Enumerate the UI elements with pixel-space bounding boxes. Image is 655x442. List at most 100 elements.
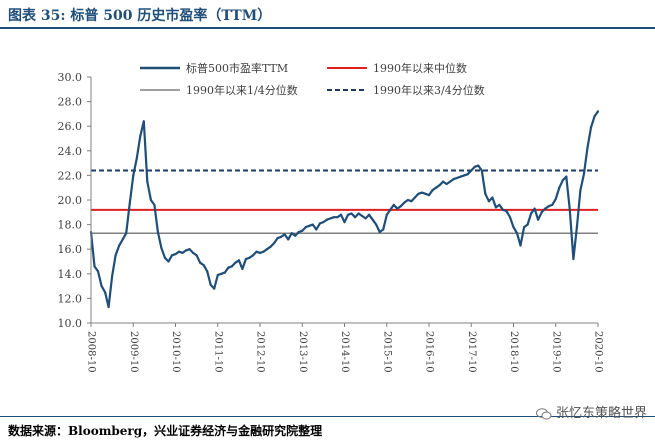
data-point — [174, 253, 177, 256]
data-point — [220, 272, 223, 275]
watermark-text: 张忆东策略世界 — [555, 406, 647, 421]
data-point — [118, 244, 121, 247]
data-point — [269, 245, 272, 248]
data-point — [505, 210, 508, 213]
data-point — [508, 216, 512, 219]
data-point — [343, 221, 346, 224]
data-point — [177, 250, 181, 253]
data-point — [329, 217, 332, 220]
data-point — [417, 192, 420, 195]
data-point — [561, 179, 564, 182]
data-point — [484, 192, 487, 195]
x-tick-label: 2010-10 — [170, 331, 181, 373]
data-point — [308, 224, 311, 227]
data-point — [470, 169, 473, 172]
data-point — [170, 254, 174, 257]
watermark: 张忆东策略世界 — [535, 402, 647, 421]
data-point — [501, 208, 504, 211]
data-point — [114, 254, 117, 257]
data-point — [163, 256, 166, 259]
data-point — [135, 157, 138, 160]
data-point — [515, 232, 519, 235]
data-point — [589, 126, 593, 129]
data-point — [181, 251, 184, 254]
data-point — [241, 267, 244, 270]
data-point — [156, 230, 159, 234]
data-point — [410, 200, 413, 203]
data-point — [392, 203, 395, 206]
data-point — [132, 174, 135, 177]
legend-label: 1990年以来3/4分位数 — [373, 83, 485, 97]
data-point — [519, 244, 522, 247]
data-point — [434, 186, 438, 189]
y-tick-label: 30.0 — [58, 71, 83, 84]
data-point — [315, 228, 318, 231]
data-point — [216, 273, 219, 277]
data-point — [586, 147, 589, 150]
pe-ratio-chart: 标普500市盈率TTM 1990年以来中位数 1990年以来1/4分位数 1990年以… — [58, 61, 604, 373]
data-point — [438, 184, 441, 187]
data-point — [406, 198, 409, 202]
data-point — [487, 200, 490, 203]
data-point — [265, 248, 269, 251]
data-point — [568, 208, 571, 211]
x-tick-label: 2011-10 — [212, 331, 223, 373]
data-point — [206, 270, 209, 273]
data-point — [494, 206, 497, 209]
data-point — [237, 259, 240, 262]
x-tick-label: 2008-10 — [86, 331, 97, 373]
x-tick-label: 2019-10 — [550, 331, 561, 373]
data-point — [452, 178, 455, 181]
data-point — [396, 207, 399, 210]
data-point — [382, 228, 385, 231]
data-source: 数据来源：Bloomberg，兴业证券经济与金融研究院整理 — [8, 424, 323, 438]
data-point — [526, 223, 529, 226]
data-point — [111, 275, 114, 278]
y-tick-label: 10.0 — [58, 317, 83, 330]
data-point — [301, 229, 304, 232]
data-point — [473, 165, 476, 168]
data-point — [389, 208, 392, 211]
data-point — [582, 173, 586, 176]
data-point — [544, 207, 547, 210]
y-tick-label: 12.0 — [58, 292, 83, 305]
data-point — [104, 291, 107, 294]
data-point — [93, 265, 96, 268]
data-point — [445, 182, 448, 186]
data-point — [258, 251, 262, 254]
data-point — [420, 191, 424, 194]
data-point — [213, 287, 216, 290]
data-point — [322, 221, 325, 224]
y-tick-label: 14.0 — [58, 268, 83, 281]
data-point — [375, 223, 378, 226]
data-point — [361, 214, 364, 218]
x-tick-label: 2018-10 — [508, 331, 519, 373]
data-point — [192, 251, 195, 254]
data-point — [480, 169, 483, 172]
data-point — [244, 257, 247, 261]
data-point — [107, 305, 110, 309]
data-point — [547, 205, 550, 208]
data-point — [283, 233, 286, 236]
data-point — [167, 260, 170, 263]
data-point — [413, 196, 416, 199]
title-divider — [0, 27, 655, 29]
y-tick-label: 18.0 — [58, 219, 83, 232]
data-point — [466, 173, 469, 176]
x-tick-label: 2014-10 — [339, 331, 350, 373]
data-point — [491, 196, 494, 199]
reference-lines — [91, 169, 598, 234]
data-point — [142, 120, 145, 123]
data-point — [199, 261, 202, 264]
x-tick-label: 2013-10 — [297, 331, 308, 373]
header: 图表 35: 标普 500 历史市盈率（TTM） — [0, 0, 655, 29]
x-tick-label: 2009-10 — [128, 331, 139, 373]
data-point — [96, 270, 100, 273]
data-point — [533, 207, 536, 210]
data-point — [579, 189, 582, 192]
data-point — [463, 174, 466, 177]
data-point — [311, 223, 314, 226]
data-point — [540, 211, 543, 214]
data-point — [364, 217, 367, 220]
data-point — [160, 246, 163, 250]
